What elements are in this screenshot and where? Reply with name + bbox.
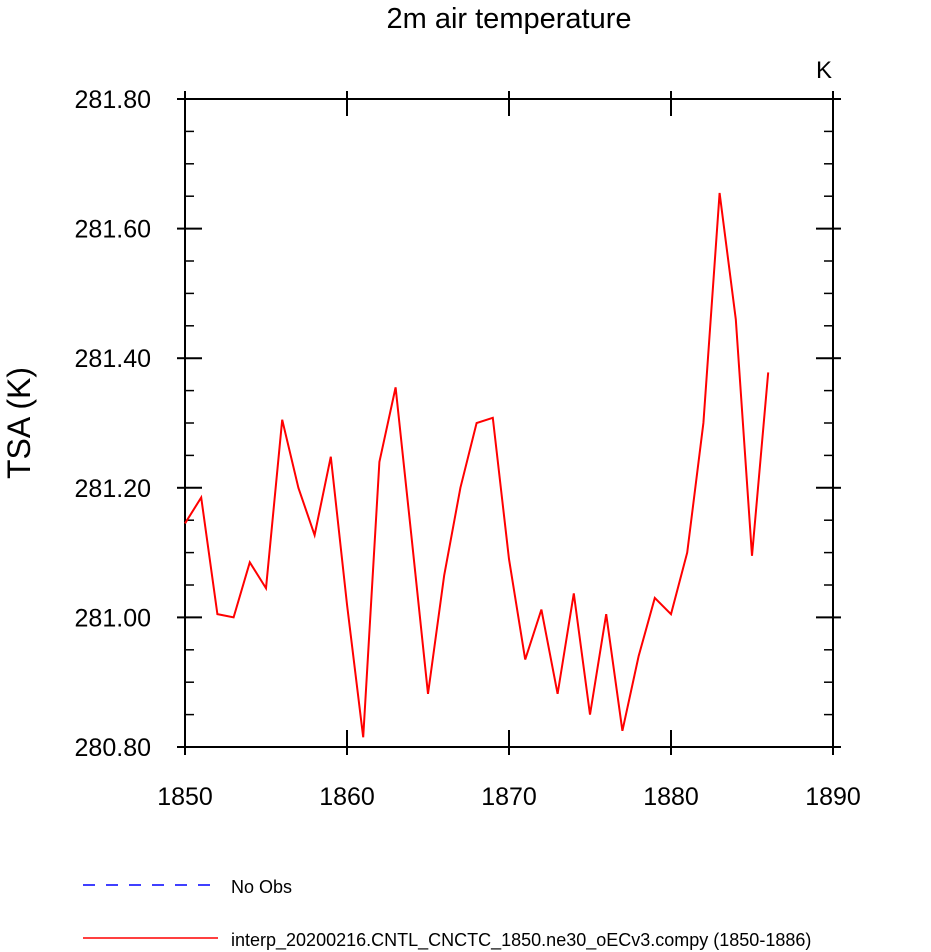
series-line-1 — [184, 192, 770, 738]
units-label: K — [816, 57, 832, 84]
x-tick-label: 1870 — [481, 783, 537, 811]
y-tick-label: 281.40 — [75, 345, 151, 373]
legend: No Obs interp_20200216.CNTL_CNCTC_1850.ne… — [83, 877, 811, 951]
x-tick-label: 1890 — [805, 783, 861, 811]
axis-tick-labels: 1850 1860 1870 1880 1890 280.80 281.00 281.20 28… — [75, 86, 861, 811]
x-tick-label: 1860 — [319, 783, 375, 811]
y-tick-label: 280.80 — [75, 734, 151, 762]
chart-title: 2m air temperature — [387, 3, 632, 35]
y-axis-label: TSA (K) — [1, 367, 37, 479]
y-tick-label: 281.20 — [75, 475, 151, 503]
axis-ticks — [177, 91, 841, 755]
legend-label-0: No Obs — [231, 877, 292, 897]
x-tick-label: 1880 — [643, 783, 699, 811]
series-layer — [184, 192, 770, 738]
legend-label-1: interp_20200216.CNTL_CNCTC_1850.ne30_oEC… — [231, 930, 811, 951]
y-tick-label: 281.60 — [75, 216, 151, 244]
y-tick-label: 281.00 — [75, 604, 151, 632]
y-tick-label: 281.80 — [75, 86, 151, 114]
x-tick-label: 1850 — [157, 783, 213, 811]
